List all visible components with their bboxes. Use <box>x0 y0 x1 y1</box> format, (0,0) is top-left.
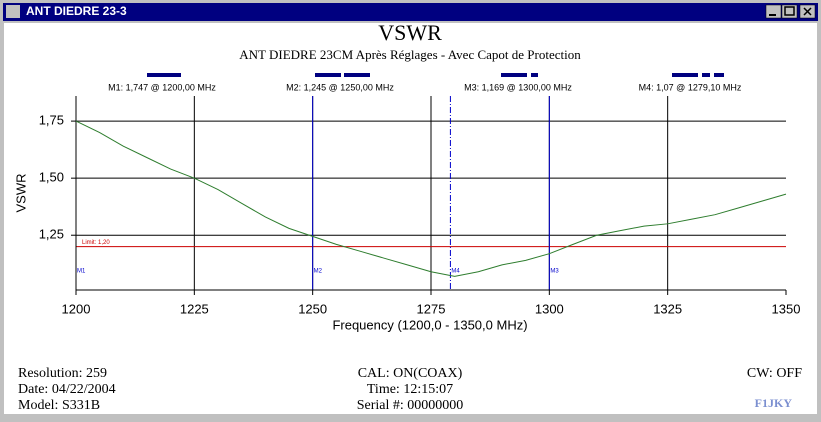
serial: Serial #: 00000000 <box>357 398 464 413</box>
chart-title: VSWR <box>378 20 442 45</box>
y-axis-label: VSWR <box>13 174 28 213</box>
y-tick-label: 1,50 <box>39 170 64 185</box>
marker-tag: M2 <box>314 269 323 275</box>
cw: CW: OFF <box>747 366 802 381</box>
marker-label: M2: 1,245 @ 1250,00 MHz <box>286 82 394 92</box>
x-tick-label: 1225 <box>180 301 209 316</box>
x-tick-label: 1350 <box>772 301 801 316</box>
marker-tag: M3 <box>550 269 559 275</box>
resolution: Resolution: 259 <box>18 366 107 381</box>
marker-tag: M1 <box>77 269 86 275</box>
cal: CAL: ON(COAX) <box>358 366 463 381</box>
marker-label: M1: 1,747 @ 1200,00 MHz <box>108 82 216 92</box>
x-axis-label: Frequency (1200,0 - 1350,0 MHz) <box>332 317 527 332</box>
x-tick-label: 1300 <box>535 301 564 316</box>
limit-label: Limit: 1,20 <box>82 240 110 246</box>
x-tick-label: 1200 <box>62 301 91 316</box>
client-area <box>4 23 817 414</box>
x-tick-label: 1325 <box>653 301 682 316</box>
x-tick-label: 1275 <box>417 301 446 316</box>
y-tick-label: 1,25 <box>39 227 64 242</box>
window-title: ANT DIEDRE 23-3 <box>26 4 127 18</box>
model: Model: S331B <box>18 398 100 413</box>
chart-subtitle: ANT DIEDRE 23CM Après Réglages - Avec Ca… <box>239 47 581 62</box>
minimize-button[interactable] <box>765 4 782 19</box>
marker-label: M4: 1,07 @ 1279,10 MHz <box>639 82 742 92</box>
app-icon <box>6 5 20 18</box>
marker-decorations <box>147 73 724 77</box>
x-tick-label: 1250 <box>298 301 327 316</box>
time: Time: 12:15:07 <box>367 382 453 397</box>
date: Date: 04/22/2004 <box>18 382 116 397</box>
marker-label: M3: 1,169 @ 1300,00 MHz <box>464 82 572 92</box>
vswr-line <box>75 120 787 277</box>
y-tick-label: 1,75 <box>39 113 64 128</box>
marker-tag: M4 <box>451 269 460 275</box>
title-bar <box>3 3 818 21</box>
author: F1JKY <box>755 396 793 410</box>
